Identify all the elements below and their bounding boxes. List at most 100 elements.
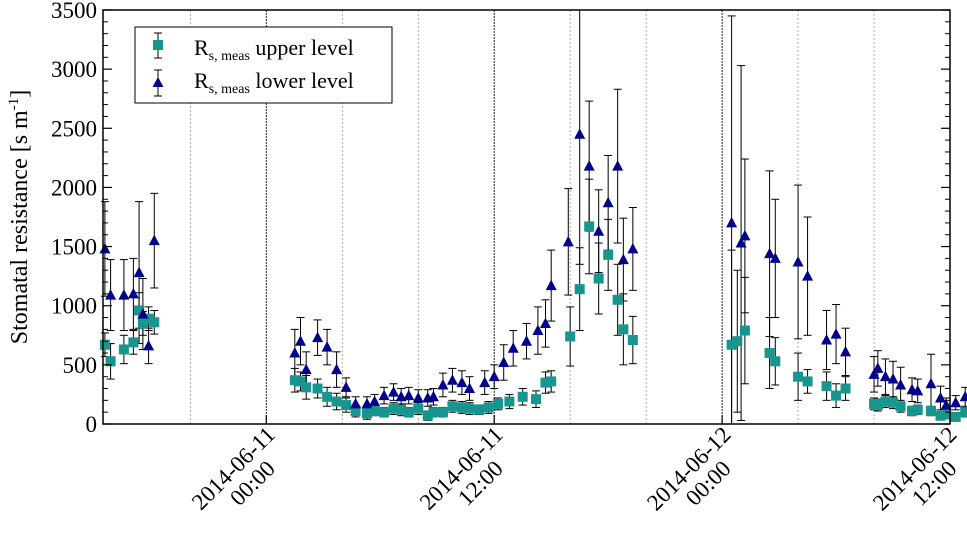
data-point-upper: [322, 391, 333, 402]
data-point-lower: [388, 386, 400, 397]
data-point-lower: [562, 235, 574, 247]
data-point-lower: [127, 287, 139, 299]
data-point-lower: [456, 376, 468, 388]
data-point-lower: [143, 339, 155, 351]
data-point-lower: [350, 397, 362, 409]
data-point-upper: [301, 382, 312, 393]
data-point-upper: [295, 376, 306, 387]
data-point-upper: [422, 410, 433, 421]
y-tick-label: 1500: [51, 235, 97, 260]
data-point-lower: [840, 345, 852, 357]
legend-box: [134, 26, 393, 104]
data-point-lower: [545, 279, 557, 291]
data-point-upper: [770, 356, 781, 367]
data-point-lower: [403, 389, 415, 401]
data-point-upper: [530, 394, 541, 405]
y-axis-label-main: Stomatal resistance [s m: [7, 110, 33, 344]
data-point-upper: [428, 407, 439, 418]
data-point-lower: [935, 391, 947, 403]
data-point-upper: [603, 249, 614, 260]
legend: Rs, meas upper level Rs, meas lower leve…: [134, 26, 393, 104]
data-point-upper: [950, 411, 961, 422]
data-point-upper: [880, 396, 891, 407]
data-point-lower: [879, 370, 891, 382]
data-point-upper: [941, 409, 952, 420]
data-point-upper: [464, 403, 475, 414]
data-point-upper: [872, 400, 883, 411]
data-point-lower: [479, 376, 491, 388]
data-point-lower: [412, 391, 424, 403]
data-point-upper: [802, 376, 813, 387]
data-point-upper: [456, 402, 467, 413]
data-point-lower: [289, 347, 301, 358]
data-point-lower: [532, 324, 544, 336]
data-point-upper: [341, 400, 352, 411]
data-point-lower: [602, 196, 614, 208]
data-point-upper: [331, 396, 342, 407]
legend-square-marker: [153, 40, 163, 50]
data-point-upper: [960, 407, 967, 418]
data-point-lower: [369, 395, 381, 407]
data-point-lower: [872, 362, 884, 373]
data-point-upper: [493, 398, 504, 409]
data-point-lower: [792, 255, 804, 267]
data-point-upper: [437, 407, 448, 418]
data-point-upper: [912, 404, 923, 415]
data-point-lower: [378, 389, 390, 401]
data-point-lower: [612, 160, 624, 171]
data-point-upper: [447, 401, 458, 412]
data-point-upper: [584, 221, 595, 232]
data-point-lower: [769, 252, 781, 263]
data-point-lower: [488, 370, 500, 382]
data-point-upper: [574, 284, 585, 295]
data-point-lower: [739, 229, 751, 241]
y-axis-label-close: ]: [7, 90, 33, 98]
data-point-upper: [627, 335, 638, 346]
data-point-lower: [940, 399, 952, 410]
data-point-upper: [474, 404, 485, 415]
data-point-lower: [331, 363, 343, 375]
data-point-lower: [627, 242, 639, 254]
data-point-upper: [739, 325, 750, 336]
y-tick-label: 0: [86, 412, 98, 437]
data-point-upper: [726, 339, 737, 350]
data-point-upper: [764, 348, 775, 359]
data-point-lower: [895, 378, 907, 390]
data-point-upper: [105, 356, 116, 367]
data-point-lower: [427, 390, 439, 402]
data-point-upper: [888, 397, 899, 408]
y-axis: 0 500 1000 1500 2000 2500 3000 3500: [51, 0, 950, 437]
data-point-lower: [764, 247, 776, 259]
plot-frame: [102, 9, 951, 425]
data-point-lower: [821, 334, 833, 345]
data-point-lower: [148, 234, 160, 246]
data-point-upper: [612, 294, 623, 305]
data-point-upper: [546, 376, 557, 387]
data-point-upper: [840, 383, 851, 394]
data-point-lower: [950, 396, 962, 408]
data-point-lower: [498, 356, 510, 367]
y-axis-label-sup: -1: [6, 98, 22, 111]
y-tick-label: 500: [63, 353, 98, 378]
data-point-lower: [300, 363, 312, 375]
data-point-lower: [735, 237, 747, 248]
legend-triangle-marker: [152, 77, 164, 87]
data-point-upper: [821, 381, 832, 392]
y-tick-label: 1000: [51, 294, 97, 319]
data-point-upper: [388, 403, 399, 414]
data-point-upper: [289, 375, 300, 386]
data-point-lower: [464, 382, 476, 394]
data-point-upper: [369, 405, 380, 416]
data-point-upper: [137, 318, 148, 329]
data-point-upper: [379, 407, 390, 418]
data-point-lower: [137, 307, 149, 319]
data-point-upper: [732, 336, 743, 347]
data-point-lower: [887, 373, 899, 384]
data-point-lower: [539, 317, 551, 328]
data-point-upper: [143, 313, 154, 324]
data-point-upper: [350, 405, 361, 416]
